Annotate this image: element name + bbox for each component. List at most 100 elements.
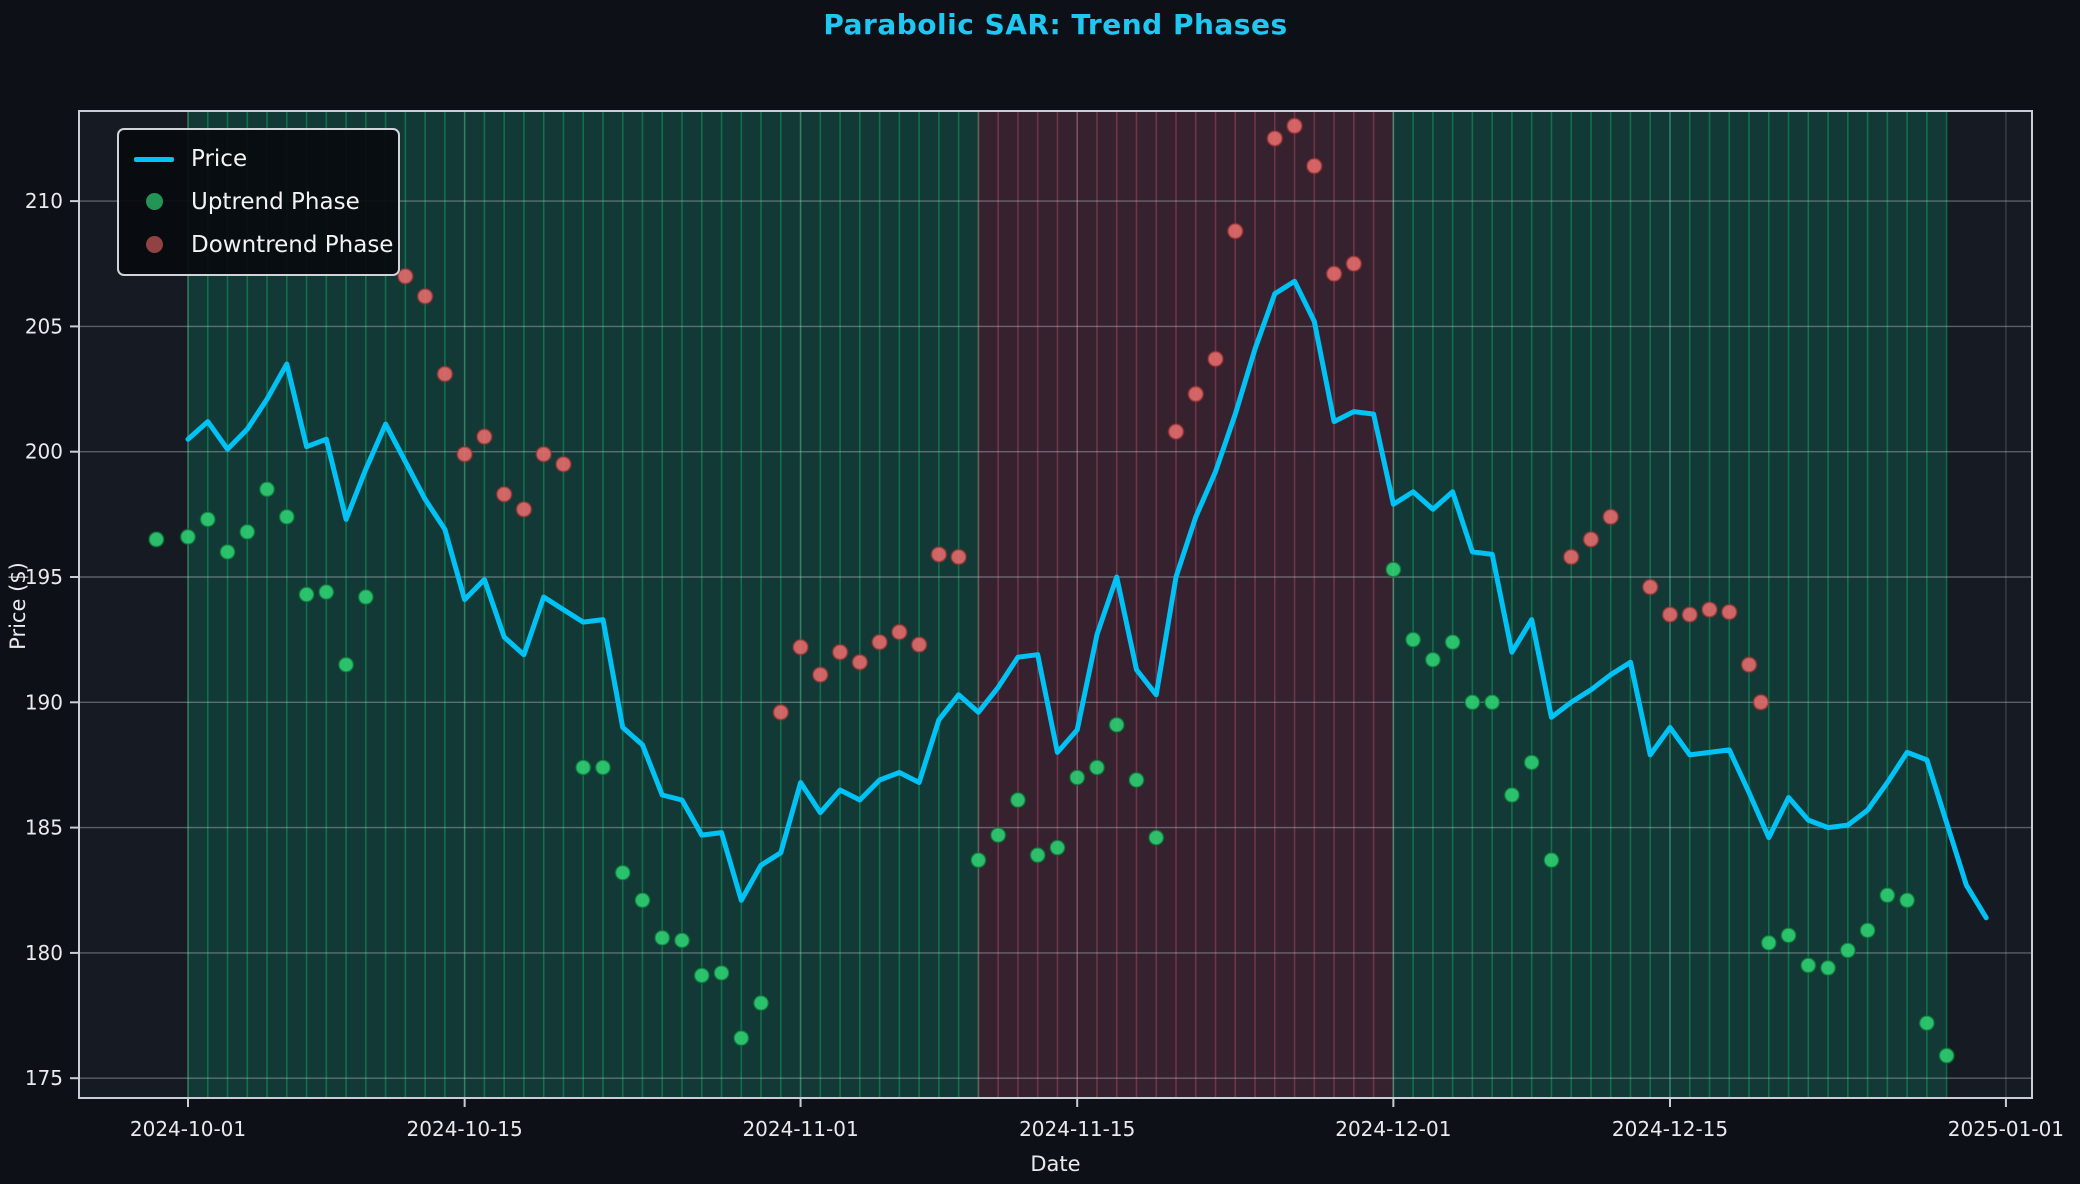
sar-dot-downtrend xyxy=(1661,606,1679,624)
sar-dot-downtrend xyxy=(436,365,454,383)
sar-dot-uptrend xyxy=(1799,956,1817,974)
sar-dot-uptrend xyxy=(1384,560,1402,578)
y-tick-label: 180 xyxy=(25,941,63,965)
sar-dot-downtrend xyxy=(831,643,849,661)
sar-dot-uptrend xyxy=(1859,921,1877,939)
x-tick-label: 2024-10-15 xyxy=(407,1117,523,1141)
sar-dot-downtrend xyxy=(1226,222,1244,240)
sar-dot-uptrend xyxy=(1009,791,1027,809)
sar-dot-uptrend xyxy=(1780,926,1798,944)
sar-dot-uptrend xyxy=(357,588,375,606)
sar-dot-uptrend xyxy=(693,966,711,984)
sar-dot-uptrend xyxy=(258,480,276,498)
price-line xyxy=(185,278,1989,921)
sar-dot-uptrend xyxy=(1463,693,1481,711)
sar-dot-uptrend xyxy=(713,964,731,982)
sar-dot-uptrend xyxy=(1127,771,1145,789)
sar-dot-downtrend xyxy=(1286,117,1304,135)
sar-dot-uptrend xyxy=(1839,941,1857,959)
sar-dot-downtrend xyxy=(890,623,908,641)
sar-dot-downtrend xyxy=(456,445,474,463)
legend-label-downtrend: Downtrend Phase xyxy=(191,231,394,258)
sar-dot-uptrend xyxy=(147,530,165,548)
x-tick-label: 2024-11-01 xyxy=(742,1117,858,1141)
sar-dot-uptrend xyxy=(1938,1047,1956,1065)
sar-dot-downtrend xyxy=(1681,606,1699,624)
sar-dot-uptrend xyxy=(1108,716,1126,734)
x-tick-label: 2024-10-01 xyxy=(130,1117,246,1141)
legend-item-downtrend: Downtrend Phase xyxy=(133,225,393,265)
chart-title: Parabolic SAR: Trend Phases xyxy=(823,8,1288,41)
sar-dot-uptrend xyxy=(653,929,671,947)
sar-dot-downtrend xyxy=(396,267,414,285)
sar-dot-uptrend xyxy=(1878,886,1896,904)
x-tick-label: 2024-12-01 xyxy=(1335,1117,1451,1141)
sar-dot-downtrend xyxy=(495,485,513,503)
sar-dot-uptrend xyxy=(1542,851,1560,869)
sar-dot-uptrend xyxy=(1483,693,1501,711)
sar-dot-uptrend xyxy=(732,1029,750,1047)
sar-dot-uptrend xyxy=(673,931,691,949)
x-tick-label: 2025-01-01 xyxy=(1948,1117,2064,1141)
sar-dot-downtrend xyxy=(475,428,493,446)
axes-spines xyxy=(78,110,2033,1099)
sar-dot-uptrend xyxy=(1918,1014,1936,1032)
sar-dot-uptrend xyxy=(179,528,197,546)
sar-dot-uptrend xyxy=(1523,753,1541,771)
y-tick-label: 200 xyxy=(25,440,63,464)
sar-dot-uptrend xyxy=(1404,631,1422,649)
phase-span-down xyxy=(978,111,1394,1098)
sar-dot-uptrend xyxy=(989,826,1007,844)
price-line-swatch xyxy=(133,156,175,162)
sar-dot-uptrend xyxy=(1068,768,1086,786)
sar-dot-downtrend xyxy=(1207,350,1225,368)
sar-dot-uptrend xyxy=(317,583,335,601)
sar-dot-downtrend xyxy=(1752,693,1770,711)
sar-dot-uptrend xyxy=(1147,829,1165,847)
y-tick-label: 190 xyxy=(25,690,63,714)
sar-dot-downtrend xyxy=(811,666,829,684)
sar-dot-downtrend xyxy=(1266,129,1284,147)
sar-dot-uptrend xyxy=(1503,786,1521,804)
sar-dot-uptrend xyxy=(1444,633,1462,651)
sar-dot-downtrend xyxy=(416,287,434,305)
sar-dot-uptrend xyxy=(337,656,355,674)
sar-dot-downtrend xyxy=(1562,548,1580,566)
sar-dot-downtrend xyxy=(1602,508,1620,526)
legend-label-uptrend: Uptrend Phase xyxy=(191,188,360,215)
sar-dot-downtrend xyxy=(871,633,889,651)
sar-dot-uptrend xyxy=(278,508,296,526)
sar-dot-downtrend xyxy=(950,548,968,566)
sar-dot-uptrend xyxy=(1088,758,1106,776)
sar-dot-downtrend xyxy=(910,636,928,654)
sar-dot-downtrend xyxy=(1701,601,1719,619)
sar-dot-downtrend xyxy=(535,445,553,463)
sar-dot-uptrend xyxy=(298,586,316,604)
sar-dot-downtrend xyxy=(851,653,869,671)
phase-span-up xyxy=(1393,111,1947,1098)
y-tick-label: 195 xyxy=(25,565,63,589)
uptrend-dot-swatch xyxy=(133,193,175,211)
sar-dot-uptrend xyxy=(1048,839,1066,857)
sar-dot-uptrend xyxy=(238,523,256,541)
sar-dot-downtrend xyxy=(792,638,810,656)
x-tick-label: 2024-11-15 xyxy=(1019,1117,1135,1141)
y-tick-label: 205 xyxy=(25,314,63,338)
legend: Price Uptrend Phase Downtrend Phase xyxy=(117,128,400,276)
sar-dot-uptrend xyxy=(574,758,592,776)
sar-dot-uptrend xyxy=(1029,846,1047,864)
sar-dot-uptrend xyxy=(1898,891,1916,909)
y-axis-label: Price ($) xyxy=(6,562,30,650)
y-tick-label: 175 xyxy=(25,1066,63,1090)
sar-dot-uptrend xyxy=(1819,959,1837,977)
sar-dot-downtrend xyxy=(515,500,533,518)
x-axis-label: Date xyxy=(1030,1152,1081,1176)
sar-dot-uptrend xyxy=(219,543,237,561)
sar-dot-uptrend xyxy=(199,510,217,528)
downtrend-dot-swatch xyxy=(133,236,175,254)
sar-dot-uptrend xyxy=(614,864,632,882)
legend-item-price: Price xyxy=(133,139,384,179)
legend-label-price: Price xyxy=(191,146,248,173)
